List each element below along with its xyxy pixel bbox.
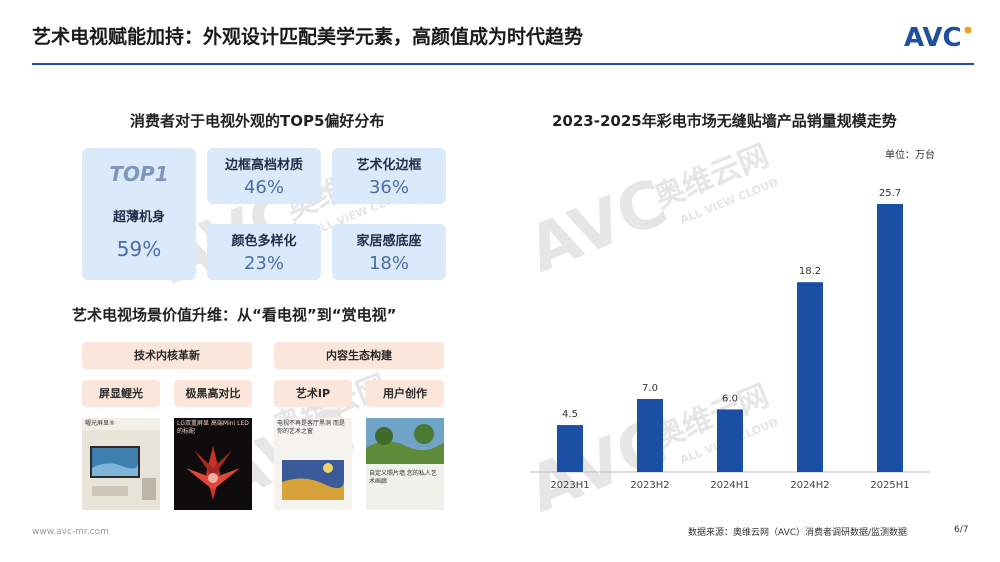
avc-logo: AVC [904, 23, 972, 50]
pref-card: 颜色多样化 23% [207, 224, 321, 280]
footer-data-source: 数据来源：奥维云网（AVC）消费者调研数据/监测数据 [688, 528, 908, 538]
pref-label: 颜色多样化 [231, 234, 297, 249]
logo-text: AVC [904, 23, 962, 50]
tv-thumbnail-art-ip: 电视不再是客厅黑洞 而是你的艺术之窗 [274, 418, 352, 510]
pref-value: 23% [243, 253, 284, 274]
pref-card: 艺术化边框 36% [332, 148, 446, 204]
bar-2025H1 [877, 203, 903, 472]
thumb-caption: 曜光屏显® [85, 420, 116, 427]
tech-innovation-pill: 技术内核革新 [82, 342, 252, 369]
user-creation-pill: 用户创作 [366, 380, 444, 407]
tv-thumbnail-screen: 曜光屏显® [82, 418, 160, 510]
x-tick-label-2024H1: 2024H1 [710, 480, 749, 491]
prefs-section-title: 消费者对于电视外观的TOP5偏好分布 [130, 112, 385, 130]
thumb-caption: LG双重屏显 高端Mini LED的标配 [177, 420, 249, 435]
chart-title: 2023-2025年彩电市场无缝贴墙产品销量规模走势 [552, 112, 897, 130]
header-divider [32, 63, 974, 65]
screen-display-pill: 屏显鲤光 [82, 380, 160, 407]
tv-thumbnail-contrast: LG双重屏显 高端Mini LED的标配 [174, 418, 252, 510]
bar-2024H2 [797, 282, 823, 472]
thumb-caption: 自定义照片墙 您的私人艺术画廊 [369, 470, 437, 485]
pref-label: 家居感底座 [356, 234, 422, 249]
x-tick-label-2023H1: 2023H1 [550, 480, 589, 491]
page-number: 6/7 [954, 525, 969, 535]
data-label-2025H1: 25.7 [879, 188, 901, 199]
pref-value: 36% [368, 177, 409, 198]
x-tick-label-2025H1: 2025H1 [870, 480, 909, 491]
tv-thumbnail-user-creation: 自定义照片墙 您的私人艺术画廊 [366, 418, 444, 510]
bar-2023H1 [557, 425, 583, 472]
pref-card: 边框高档材质 46% [207, 148, 321, 204]
pref-label: 超薄机身 [112, 210, 165, 225]
pref-label: 边框高档材质 [224, 158, 303, 173]
data-label-2024H2: 18.2 [799, 266, 821, 277]
sales-bar-chart: 4.5 2023H1 7.0 2023H2 6.0 2024H1 18.2 2024H2 25.… [530, 188, 930, 491]
landscape-image [366, 418, 444, 464]
pref-label: 艺术化边框 [356, 158, 422, 173]
footer-website: www.avc-mr.com [32, 527, 109, 537]
pref-value: 18% [368, 253, 409, 274]
red-flower-image [174, 438, 252, 510]
page-title: 艺术电视赋能加持：外观设计匹配美学元素，高颜值成为时代趋势 [32, 26, 584, 48]
pref-card-top1: TOP1 超薄机身 59% [82, 148, 196, 280]
data-label-2023H2: 7.0 [642, 383, 658, 394]
tv-wall-image [82, 430, 160, 510]
top1-tag: TOP1 [109, 162, 169, 186]
x-tick-label-2023H2: 2023H2 [630, 480, 669, 491]
scene-section-title: 艺术电视场景价值升维：从“看电视”到“赏电视” [72, 306, 397, 324]
pref-value: 59% [116, 237, 162, 261]
high-contrast-pill: 极黑高对比 [174, 380, 252, 407]
pref-value: 46% [243, 177, 284, 198]
pref-card: 家居感底座 18% [332, 224, 446, 280]
art-ip-pill: 艺术IP [274, 380, 352, 407]
logo-dot [964, 26, 972, 34]
bar-2023H2 [637, 399, 663, 472]
x-tick-label-2024H2: 2024H2 [790, 480, 829, 491]
thumb-caption: 电视不再是客厅黑洞 而是你的艺术之窗 [277, 420, 345, 435]
chart-unit-label: 单位：万台 [885, 150, 935, 161]
data-label-2024H1: 6.0 [722, 393, 738, 404]
content-ecosystem-pill: 内容生态构建 [274, 342, 444, 369]
painting-image [274, 438, 352, 510]
data-label-2023H1: 4.5 [562, 409, 578, 420]
bar-2024H1 [717, 409, 743, 472]
